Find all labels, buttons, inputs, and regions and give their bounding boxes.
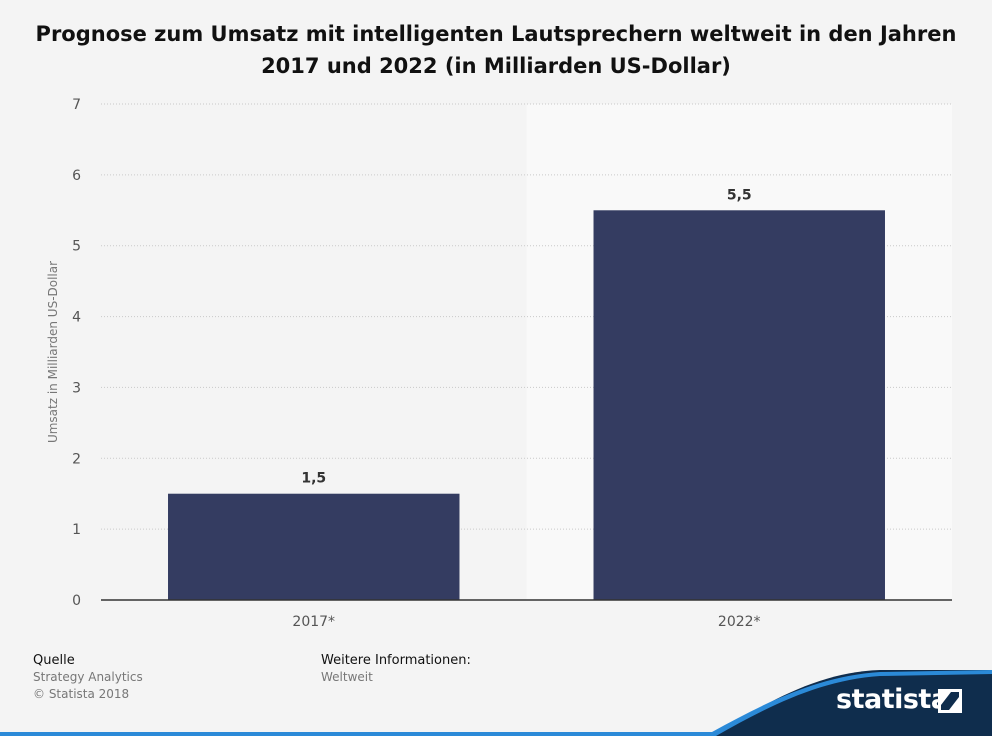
y-tick-label: 0 xyxy=(72,593,81,609)
y-tick-label: 4 xyxy=(72,310,81,326)
y-tick-label: 3 xyxy=(72,380,81,396)
statista-logo-icon xyxy=(938,689,962,713)
copyright: © Statista 2018 xyxy=(33,687,130,701)
info-value: Weltweit xyxy=(321,670,373,684)
y-tick-label: 1 xyxy=(72,522,81,538)
x-tick-label: 2022* xyxy=(718,614,761,630)
info-block: Weitere Informationen: Weltweit xyxy=(321,652,471,686)
x-tick-label: 2017* xyxy=(292,614,335,630)
bar xyxy=(593,210,885,601)
source-name: Strategy Analytics xyxy=(33,670,143,684)
bar xyxy=(168,493,460,600)
source-block: Quelle Strategy Analytics © Statista 201… xyxy=(33,652,143,703)
statista-logo[interactable]: statista xyxy=(836,684,949,715)
data-label: 1,5 xyxy=(301,471,326,487)
source-heading: Quelle xyxy=(33,653,75,668)
y-tick-label: 7 xyxy=(72,97,81,113)
info-heading: Weitere Informationen: xyxy=(321,653,471,668)
data-label: 5,5 xyxy=(727,187,752,203)
y-tick-label: 5 xyxy=(72,239,81,255)
y-tick-label: 2 xyxy=(72,451,81,467)
y-tick-label: 6 xyxy=(72,168,81,184)
chart-title: Prognose zum Umsatz mit intelligenten La… xyxy=(35,22,957,78)
y-axis-title: Umsatz in Milliarden US-Dollar xyxy=(46,261,60,443)
bar-chart: 0 1 2 3 4 5 6 7 1,5 2017* 5,5 2022* Umsatz in Millia… xyxy=(46,97,952,630)
